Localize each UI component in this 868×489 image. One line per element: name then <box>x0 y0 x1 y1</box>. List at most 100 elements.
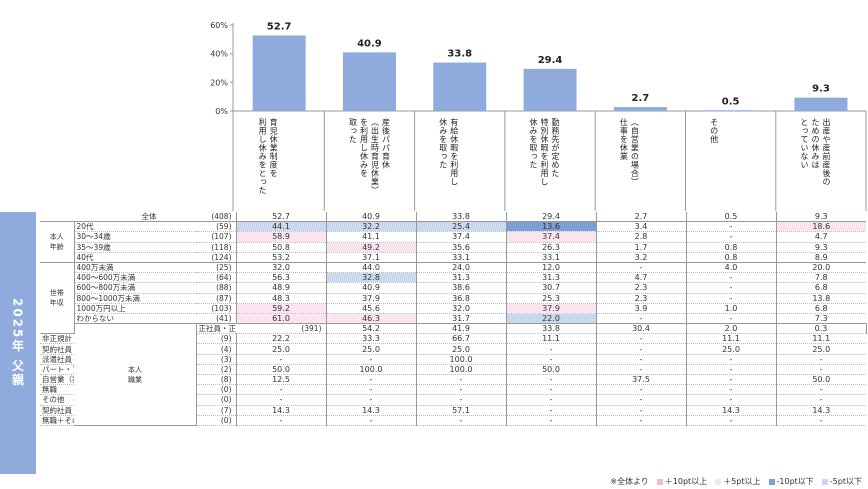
y-tick-label: 40% <box>210 50 228 59</box>
table-cell: 100.0 <box>415 354 506 365</box>
table-cell: - <box>685 293 776 304</box>
table-cell: - <box>505 343 596 355</box>
row-label: 40代 <box>74 252 196 263</box>
table-cell: 6.8 <box>775 303 866 314</box>
table-cell: 0.8 <box>685 242 776 253</box>
table-cell: - <box>775 354 866 365</box>
table-cell: 36.8 <box>415 293 506 304</box>
table-cell: 29.4 <box>505 212 596 223</box>
table-cell: 0.3 <box>775 323 866 335</box>
table-cell: 38.6 <box>415 282 506 294</box>
table-row: 全体 (408) 52.7 40.9 33.8 29.4 2.7 0.5 9.3 <box>40 212 866 223</box>
category-label: 有給休暇を利用し 休みを取った <box>438 118 459 186</box>
bar-value-label: 40.9 <box>357 38 382 49</box>
table-cell: 25.0 <box>685 343 776 355</box>
table-cell: - <box>505 405 596 416</box>
row-label: 1000万円以上 <box>74 303 196 314</box>
row-sample-size: (0) <box>196 394 236 406</box>
table-row: 本人 職業正社員・正職員(391)54.241.933.830.42.00.38… <box>40 323 866 426</box>
table-cell: - <box>685 231 776 243</box>
bar <box>433 62 487 111</box>
table-cell: - <box>685 282 776 294</box>
bar <box>613 107 667 111</box>
table-cell: 48.3 <box>235 293 326 304</box>
bar-value-label: 33.8 <box>447 49 472 60</box>
table-cell: 22.0 <box>505 313 596 325</box>
table-row: 30～34歳 (107) 58.9 41.1 37.4 37.4 2.8-4.7 <box>40 231 866 243</box>
table-cell: 54.2 <box>325 323 416 335</box>
table-row: 契約社員・嘱託(4)25.025.025.0--25.025.0 <box>40 343 866 355</box>
row-label: 契約社員・嘱託＋派遣社員 <box>40 405 74 416</box>
table-cell: 32.8 <box>325 272 416 284</box>
table-row: 800～1000万未満 (87) 48.3 37.9 36.8 25.3 2.3-13.8 <box>40 293 866 304</box>
table-cell: 41.1 <box>325 231 416 243</box>
table-cell: - <box>415 374 506 386</box>
row-label: その他 <box>40 394 74 406</box>
table-row: 35～39歳 (118) 50.8 49.2 35.6 26.3 1.7 0.8 9.3 <box>40 242 866 253</box>
table-row: 本人 年齢 20代 (59) 44.1 32.2 25.4 13.6 3.4-18.6 <box>40 221 866 263</box>
table-cell: - <box>505 374 596 386</box>
table-cell: 59.2 <box>235 303 326 314</box>
table-cell: - <box>775 384 866 396</box>
legend-label: ＋10pt以上 <box>664 477 708 486</box>
row-sample-size: (41) <box>196 313 236 325</box>
row-label: 全体 <box>74 212 196 223</box>
table-cell: 50.0 <box>775 374 866 386</box>
table-cell: - <box>685 272 776 284</box>
table-cell: - <box>325 354 416 365</box>
table-cell: 56.3 <box>235 272 326 284</box>
row-label: 正社員・正職員 <box>196 323 236 335</box>
row-group-label <box>40 212 74 223</box>
table-cell: 50.0 <box>235 364 326 376</box>
table-cell: 25.0 <box>415 343 506 355</box>
row-sample-size: (391) <box>236 323 326 335</box>
row-sample-size: (118) <box>196 242 236 253</box>
bar-chart: 0% 20% 40% 60% 52.7 40.9 33.8 29.4 2.7 0.5 9.3 <box>210 21 867 211</box>
table-cell: 9.3 <box>775 212 866 223</box>
table-cell: 58.9 <box>235 231 326 243</box>
table-cell: 37.9 <box>505 303 596 314</box>
table-cell: 25.0 <box>235 343 326 355</box>
table-cell: - <box>685 354 776 365</box>
table-cell: 52.7 <box>235 212 326 223</box>
table-row: 非正規計 (9) 22.2 33.3 66.7 11.1-11.1 11.1 <box>40 333 866 345</box>
row-sample-size: (103) <box>196 303 236 314</box>
bar <box>252 35 306 111</box>
legend-item: ＋10pt以上 <box>656 476 708 487</box>
table-row: 世帯 年収 400万未満 (25) 32.0 44.0 24.0 12.0-4.0 20.0 <box>40 261 866 335</box>
category-label: 勤務先が定めた 特別休暇を利用し 休みを取った <box>529 118 561 186</box>
table-cell: - <box>595 343 686 355</box>
table-cell: - <box>685 415 776 426</box>
table-cell: - <box>595 415 686 426</box>
table-cell: 11.1 <box>775 333 866 345</box>
row-label: 800～1000万未満 <box>74 293 196 304</box>
table-cell: - <box>595 354 686 365</box>
bar-value-label: 52.7 <box>267 21 292 32</box>
table-cell: 32.0 <box>415 303 506 314</box>
table-cell: 14.3 <box>685 405 776 416</box>
row-sample-size: (0) <box>196 384 236 396</box>
table-cell: - <box>415 415 506 426</box>
table-cell: 12.5 <box>235 374 326 386</box>
row-label: 無職＋その他 <box>40 415 74 426</box>
row-label: 20代 <box>74 221 196 233</box>
table-cell: 7.8 <box>775 272 866 284</box>
row-sample-size: (87) <box>196 293 236 304</box>
row-label: 非正規計 <box>40 333 74 345</box>
table-cell: 61.0 <box>235 313 326 325</box>
table-cell: - <box>235 354 326 365</box>
table-row: わからない (41) 61.0 46.3 31.7 22.0- -7.3 <box>40 313 866 325</box>
bar <box>794 97 848 111</box>
row-label: 30～34歳 <box>74 231 196 243</box>
table-cell: - <box>595 333 686 345</box>
category-label: （自営業の場合） 仕事を休業 <box>619 118 640 186</box>
table-row: 派遣社員 (3) - -100.0- - - - <box>40 354 866 365</box>
table-cell: 40.9 <box>325 282 416 294</box>
category-label: 育児休業制度を 利用し休みをとった <box>258 118 279 195</box>
row-label: わからない <box>74 313 196 325</box>
table-cell: 3.4 <box>595 221 686 233</box>
table-cell: 50.0 <box>505 364 596 376</box>
table-cell: - <box>415 394 506 406</box>
table-cell: - <box>505 415 596 426</box>
row-sample-size: (4) <box>196 343 236 355</box>
